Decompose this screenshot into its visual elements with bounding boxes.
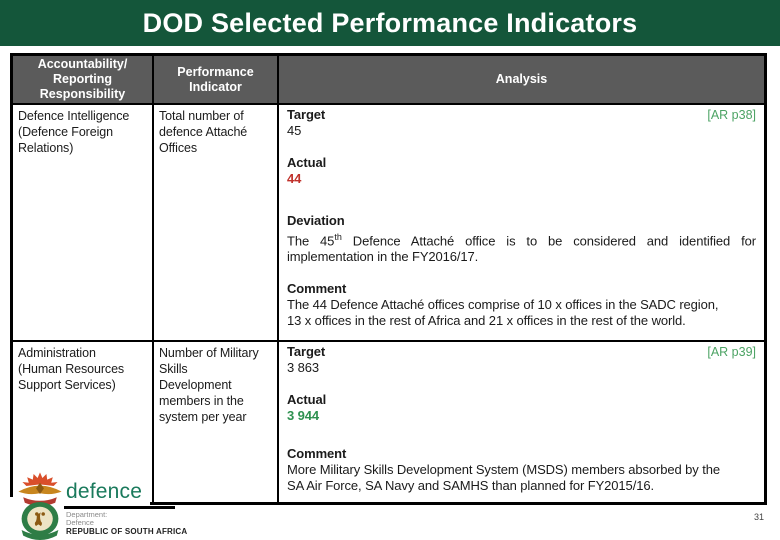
target-value: 3 863 <box>287 360 320 375</box>
target-label: Target <box>287 107 326 122</box>
deviation-ordinal-suffix: th <box>334 232 342 242</box>
target-line: Target [AR p38] <box>287 107 756 123</box>
cell-analysis-row2: Target [AR p39] 3 863 Actual 3 944 Comme… <box>279 342 764 502</box>
cell-indicator-row2: Number of Military Skills Development me… <box>154 342 277 502</box>
annual-report-ref: [AR p39] <box>707 345 756 359</box>
defence-wordmark: defence <box>66 480 143 503</box>
deviation-label: Deviation <box>287 213 345 228</box>
page-title: DOD Selected Performance Indicators <box>142 7 638 38</box>
header-cell-analysis: Analysis <box>279 56 764 103</box>
deviation-text-line1: The 45th Defence Attaché office is to be… <box>287 229 756 249</box>
actual-label: Actual <box>287 155 327 170</box>
actual-label: Actual <box>287 392 327 407</box>
comment-label: Comment <box>287 281 347 297</box>
target-label: Target <box>287 344 326 359</box>
title-bar: DOD Selected Performance Indicators <box>0 0 780 46</box>
deviation-text-line2: implementation in the FY2016/17. <box>287 249 479 265</box>
page-number: 31 <box>753 512 764 522</box>
deviation-prefix: The 45 <box>287 233 335 249</box>
performance-table: Accountability/ Reporting Responsibility… <box>10 53 767 505</box>
comment-text: More Military Skills Development System … <box>287 462 720 493</box>
target-line: Target [AR p39] <box>287 344 756 360</box>
department-name: Defence <box>66 518 94 527</box>
actual-value: 44 <box>287 171 302 186</box>
department-label: Department: <box>66 510 108 519</box>
actual-value: 3 944 <box>287 408 320 423</box>
cell-analysis-row1: Target [AR p38] 45 Actual 44 Deviation T… <box>279 105 764 340</box>
country-label: REPUBLIC OF SOUTH AFRICA <box>66 527 188 536</box>
sa-coat-of-arms-icon <box>16 472 64 540</box>
target-value: 45 <box>287 123 302 138</box>
annual-report-ref: [AR p38] <box>707 108 756 122</box>
header-cell-indicator: Performance Indicator <box>154 56 277 103</box>
deviation-rest: Defence Attaché office is to be consider… <box>341 233 757 249</box>
header-cell-responsibility: Accountability/ Reporting Responsibility <box>13 56 152 103</box>
cell-indicator-row1: Total number of defence Attaché Offices <box>154 105 277 340</box>
comment-label: Comment <box>287 446 347 461</box>
cell-responsibility-row1: Defence Intelligence (Defence Foreign Re… <box>13 105 152 340</box>
comment-text: The 44 Defence Attaché offices comprise … <box>287 297 719 329</box>
logo-underline <box>55 506 175 509</box>
